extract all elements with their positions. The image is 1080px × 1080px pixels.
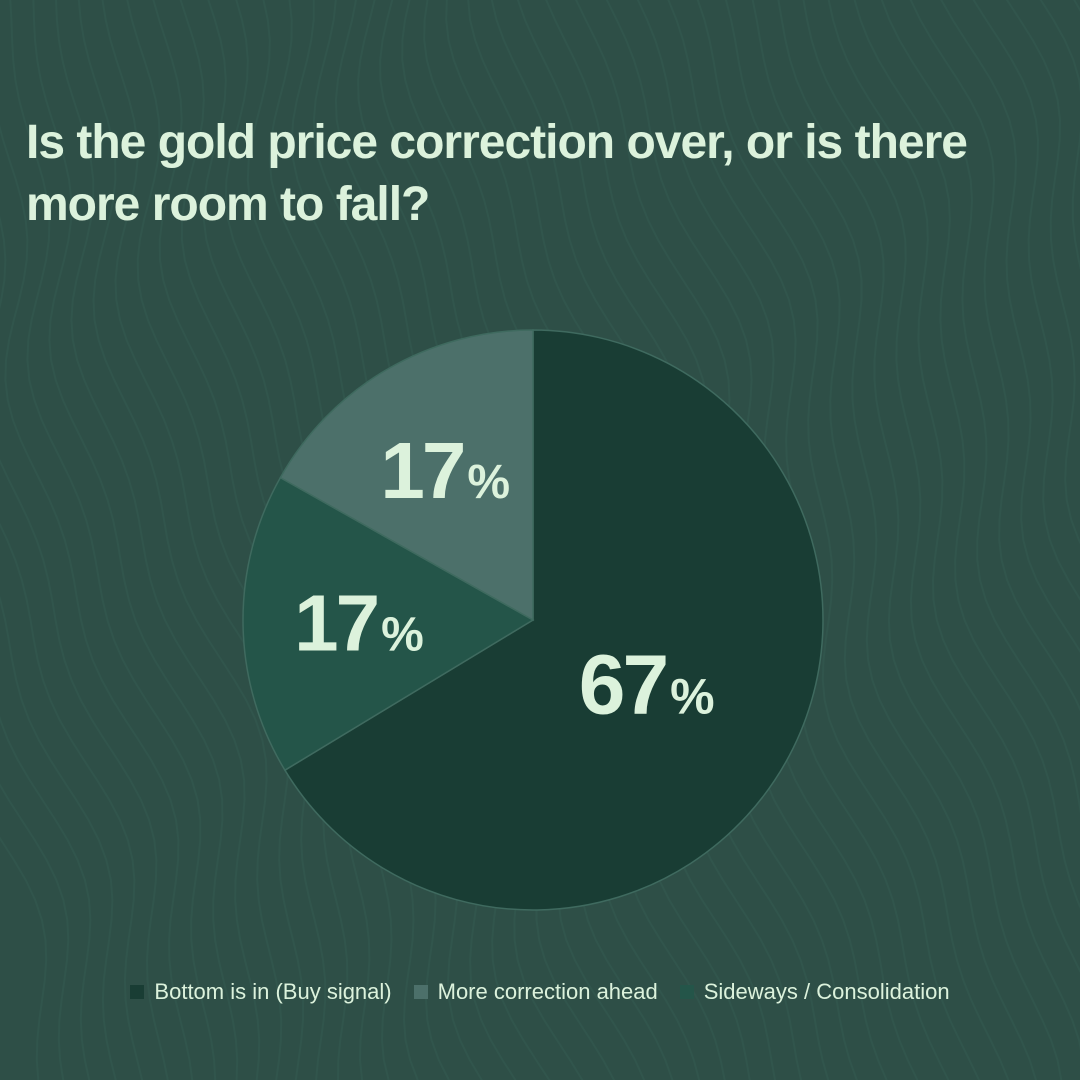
background-wave-line bbox=[0, 783, 70, 1080]
legend-swatch bbox=[413, 985, 428, 999]
legend-label: More correction ahead bbox=[437, 979, 658, 1004]
legend-item-sideways: Sideways / Consolidation bbox=[679, 979, 950, 1005]
background-wave-line bbox=[0, 595, 117, 1080]
background-wave-line bbox=[54, 0, 261, 1080]
slice-value-unit: % bbox=[467, 456, 510, 509]
pie-slice bbox=[279, 329, 534, 622]
slice-value-label: 67% bbox=[579, 638, 715, 732]
slice-value-number: 17 bbox=[294, 579, 377, 668]
pie-slice bbox=[283, 329, 824, 911]
background-wave-line bbox=[802, 0, 1080, 1051]
background-wave-line bbox=[32, 0, 239, 1080]
background-wave-line bbox=[696, 0, 981, 1080]
chart-legend: Bottom is in (Buy signal) More correctio… bbox=[0, 979, 1080, 1005]
legend-label: Sideways / Consolidation bbox=[703, 979, 950, 1004]
background-wave-line bbox=[0, 836, 48, 1080]
background-wave-line bbox=[0, 215, 169, 1080]
background-wave-line bbox=[827, 0, 1080, 974]
background-wave-line bbox=[77, 0, 283, 1080]
background-wave-line bbox=[1005, 0, 1080, 545]
background-wave-line bbox=[853, 0, 1080, 909]
slice-value-label: 17% bbox=[380, 426, 510, 515]
background-wave-line bbox=[1039, 0, 1080, 270]
slice-value-unit: % bbox=[670, 669, 714, 725]
background-wave-line bbox=[9, 0, 217, 1080]
legend-swatch bbox=[130, 985, 145, 999]
pie-slice bbox=[242, 476, 535, 772]
legend-item-bottom-is-in: Bottom is in (Buy signal) bbox=[130, 979, 392, 1005]
slice-value-label: 17% bbox=[294, 579, 424, 668]
legend-swatch bbox=[679, 985, 694, 999]
background-wave-line bbox=[0, 715, 92, 1080]
background-wave-line bbox=[909, 0, 1080, 712]
background-wave-line bbox=[126, 0, 327, 1080]
background-wave-line bbox=[724, 0, 1010, 1080]
slice-value-unit: % bbox=[381, 609, 424, 662]
background-wave-line bbox=[972, 0, 1080, 601]
background-wave-line bbox=[101, 0, 305, 1080]
background-wave-line bbox=[751, 0, 1037, 1080]
background-wave-line bbox=[0, 522, 144, 1080]
background-wave-line bbox=[880, 0, 1080, 814]
slice-value-number: 67 bbox=[579, 638, 667, 732]
background-wave-line bbox=[940, 0, 1080, 653]
background-wave-line bbox=[0, 124, 194, 1080]
background-wave-line bbox=[777, 0, 1063, 1080]
background-wave-line bbox=[152, 0, 349, 1080]
chart-title: Is the gold price correction over, or is… bbox=[26, 116, 968, 231]
legend-label: Bottom is in (Buy signal) bbox=[154, 979, 392, 1004]
legend-item-more-correction: More correction ahead bbox=[413, 979, 658, 1005]
slice-value-number: 17 bbox=[380, 426, 463, 515]
